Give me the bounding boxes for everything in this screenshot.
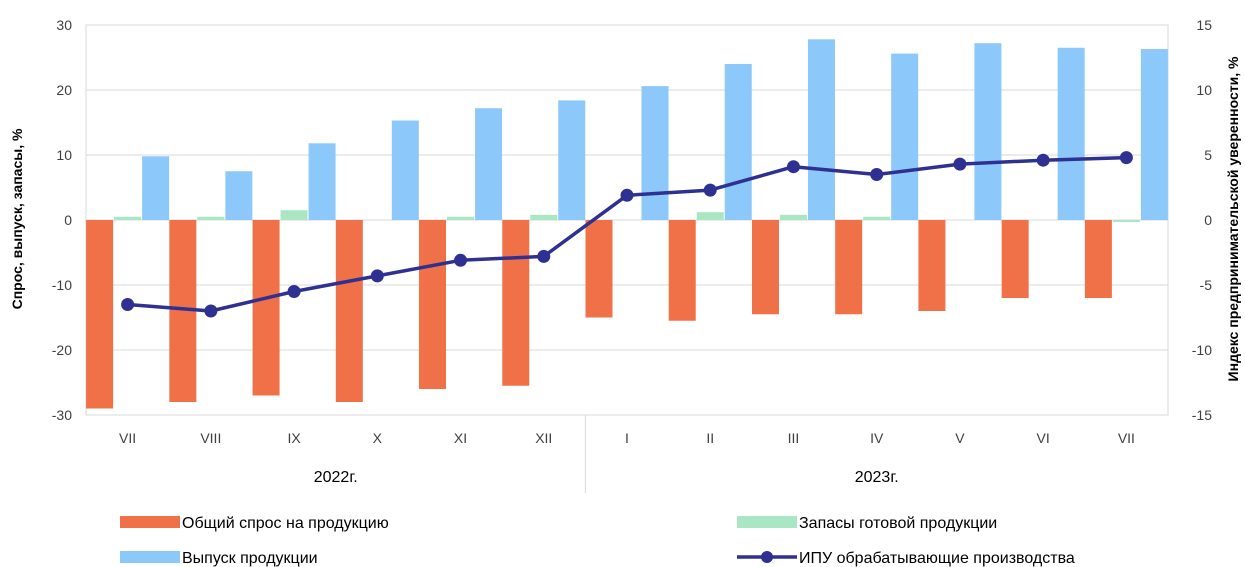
bar-demand	[502, 220, 530, 386]
bar-output	[891, 53, 919, 220]
legend-label: Выпуск продукции	[182, 550, 318, 567]
ipu-point	[454, 253, 468, 267]
left-tick-label: 10	[56, 147, 72, 163]
bar-demand	[585, 220, 613, 318]
line-series	[121, 151, 1133, 318]
bars	[86, 39, 1168, 409]
x-axis-ticks: VII VIII IX X XI XII I II III IV V VI VII	[119, 430, 1135, 446]
left-tick-label: -20	[52, 342, 72, 358]
right-tick-label: -10	[1192, 342, 1212, 358]
bar-stocks	[114, 216, 142, 220]
legend-swatch	[120, 551, 180, 563]
plot-frame	[85, 24, 1169, 416]
bar-output	[724, 64, 752, 220]
bar-output	[475, 108, 503, 220]
bar-demand	[1084, 220, 1112, 298]
left-tick-label: 0	[64, 212, 72, 228]
ipu-point	[537, 249, 551, 263]
legend-label: Общий спрос на продукцию	[182, 515, 389, 532]
x-tick-label: VII	[119, 430, 136, 446]
bar-output	[1057, 47, 1085, 220]
x-tick-label: II	[706, 430, 714, 446]
x-tick-label: V	[955, 430, 965, 446]
x-tick-label: X	[373, 430, 383, 446]
x-tick-label: III	[788, 430, 800, 446]
right-tick-label: 0	[1204, 212, 1212, 228]
bar-demand	[668, 220, 696, 321]
ipu-point	[121, 298, 135, 311]
year-label: 2022г.	[314, 469, 358, 486]
x-tick-label: I	[625, 430, 629, 446]
legend-label: Запасы готовой продукции	[799, 515, 997, 532]
legend-marker	[761, 551, 773, 563]
bar-stocks	[530, 214, 558, 220]
year-label: 2023г.	[855, 469, 899, 486]
legend-swatch	[120, 516, 180, 528]
ipu-point	[953, 157, 967, 171]
x-tick-label: XI	[454, 430, 467, 446]
legend-swatch	[737, 516, 797, 528]
bar-output	[225, 171, 253, 220]
ipu-point	[370, 269, 384, 283]
bar-demand	[751, 220, 779, 315]
left-tick-label: -10	[52, 277, 72, 293]
bar-output	[142, 156, 170, 220]
ipu-point	[620, 188, 634, 202]
legend: Общий спрос на продукцию Выпуск продукции…	[120, 515, 1075, 567]
bar-stocks	[779, 214, 807, 220]
x-tick-label: XII	[535, 430, 552, 446]
bar-stocks	[696, 212, 724, 220]
ipu-point	[703, 183, 717, 197]
bar-stocks	[863, 216, 891, 220]
bar-stocks	[280, 210, 308, 220]
ipu-point	[204, 304, 218, 318]
bar-output	[974, 43, 1002, 221]
x-tick-label: IX	[287, 430, 301, 446]
right-tick-label: 15	[1196, 17, 1212, 33]
x-tick-label: VIII	[200, 430, 221, 446]
x-tick-label: VI	[1037, 430, 1050, 446]
ipu-point	[870, 168, 884, 181]
bar-demand	[86, 220, 114, 409]
bar-stocks	[197, 216, 225, 220]
legend-label: ИПУ обрабатывающие производства	[799, 550, 1075, 567]
bar-demand	[252, 220, 280, 396]
year-groups: 2022г. 2023г.	[314, 415, 899, 493]
bar-demand	[835, 220, 863, 315]
right-axis-ticks: -15 -10 -5 0 5 10 15	[1192, 17, 1212, 423]
right-axis-title: Индекс предпринимательской уверенности, …	[1225, 56, 1241, 381]
bar-output	[558, 100, 586, 220]
left-tick-label: 20	[56, 82, 72, 98]
ipu-point	[287, 285, 301, 298]
bar-demand	[335, 220, 363, 402]
right-tick-label: 5	[1204, 147, 1212, 163]
left-axis-ticks: -30 -20 -10 0 10 20 30	[52, 17, 72, 423]
bar-demand	[918, 220, 946, 311]
x-tick-label: IV	[870, 430, 884, 446]
bar-stocks	[447, 216, 475, 220]
bar-stocks	[1112, 220, 1140, 222]
ipu-point	[786, 160, 800, 174]
left-tick-label: 30	[56, 17, 72, 33]
bar-output	[308, 143, 336, 220]
bar-output	[1140, 49, 1168, 220]
bar-demand	[419, 220, 447, 389]
bar-output	[391, 120, 419, 220]
left-tick-label: -30	[52, 407, 72, 423]
right-tick-label: 10	[1196, 82, 1212, 98]
left-axis-title: Спрос, выпуск, запасы, %	[9, 128, 25, 309]
right-tick-label: -5	[1200, 277, 1213, 293]
ipu-point	[1036, 153, 1050, 167]
x-tick-label: VII	[1118, 430, 1135, 446]
right-tick-label: -15	[1192, 407, 1212, 423]
ipu-point	[1119, 151, 1133, 165]
bar-demand	[1001, 220, 1029, 298]
bar-output	[641, 86, 669, 220]
bar-output	[807, 39, 835, 220]
